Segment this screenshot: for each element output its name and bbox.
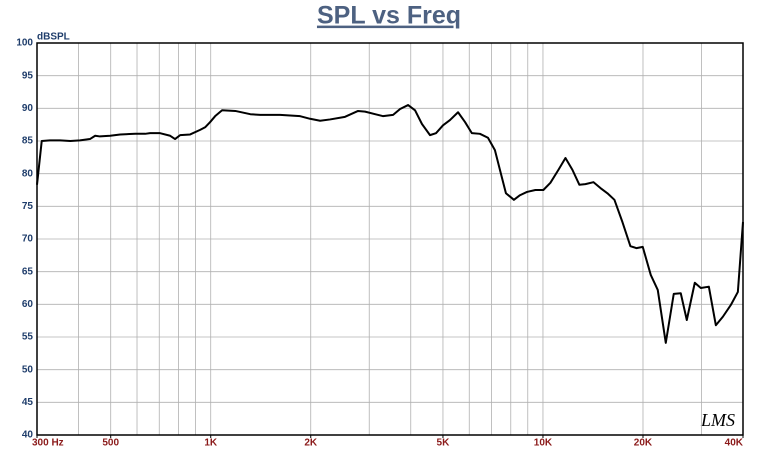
y-tick-label: 95 [22, 70, 34, 81]
y-tick-label: 60 [22, 299, 34, 310]
x-tick-label: 40K [725, 438, 744, 449]
y-tick-label: 90 [22, 103, 34, 114]
x-tick-label: 20K [634, 438, 653, 449]
x-tick-label: 500 [102, 438, 119, 449]
y-tick-label: 75 [22, 201, 34, 212]
y-tick-label: 55 [22, 332, 34, 343]
y-tick-label: 65 [22, 266, 34, 277]
x-tick-label: 300 Hz [32, 438, 64, 449]
x-tick-label: 5K [437, 438, 451, 449]
y-tick-label: 80 [22, 168, 34, 179]
y-tick-label: 85 [22, 136, 34, 147]
x-tick-label: 1K [204, 438, 218, 449]
spl-line [36, 104, 744, 344]
chart-title: SPL vs Freq [317, 2, 461, 30]
y-tick-label: 70 [22, 234, 34, 245]
x-tick-label: 2K [304, 438, 318, 449]
y-axis-label: dBSPL [37, 32, 70, 43]
watermark: LMS [700, 410, 735, 430]
y-tick-label: 50 [22, 364, 34, 375]
y-tick-label: 45 [22, 397, 34, 408]
x-tick-label: 10K [534, 438, 553, 449]
y-tick-label: 40 [22, 430, 34, 441]
plot-frame [36, 42, 744, 436]
y-tick-label: 100 [16, 38, 33, 49]
